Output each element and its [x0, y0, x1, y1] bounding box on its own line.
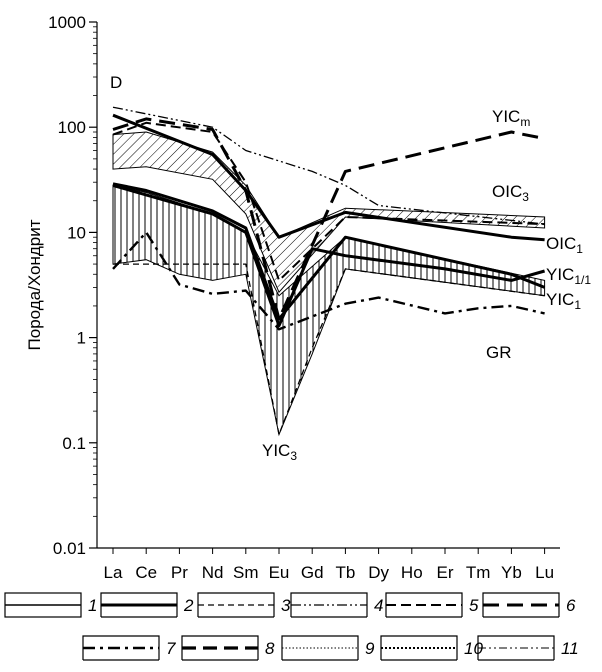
series-label-oic3: OIC3 — [492, 182, 529, 204]
series-line-dashed-upper — [112, 121, 545, 282]
legend-item-5: 5 — [385, 592, 479, 618]
x-tick-label: Dy — [368, 563, 389, 582]
legend-item-6: 6 — [482, 592, 576, 618]
x-tick-label: Tb — [335, 563, 355, 582]
series-label-yicm: YICm — [492, 107, 530, 129]
series-line-yic1 — [112, 182, 546, 321]
series-label-yic11: YIC1/1 — [546, 265, 591, 287]
series-line-gr — [112, 231, 545, 331]
field-upper_hatched — [112, 131, 546, 294]
y-axis-title: Порода/Хондрит — [25, 219, 44, 350]
legend-number: 5 — [469, 596, 479, 615]
legend-item-3: 3 — [197, 592, 291, 618]
legend-number: 4 — [374, 596, 383, 615]
x-tick-label: Yb — [501, 563, 522, 582]
y-tick-label: 100 — [58, 118, 86, 137]
x-tick-label: Eu — [269, 563, 290, 582]
legend-item-2: 2 — [100, 592, 194, 618]
series-layer — [112, 106, 546, 436]
series-line-oic1 — [112, 113, 545, 242]
x-tick-label: Nd — [202, 563, 224, 582]
x-tick-label: Sm — [233, 563, 259, 582]
legend-number: 1 — [88, 596, 97, 615]
legend-number: 9 — [365, 639, 375, 658]
series-label-yic1: YIC1 — [546, 290, 581, 312]
legend-item-4: 4 — [290, 592, 383, 618]
legend-item-8: 8 — [181, 635, 275, 661]
legend-item-10: 10 — [380, 635, 483, 661]
series-line-yic1-1 — [112, 183, 546, 328]
x-tick-label: Lu — [535, 563, 554, 582]
series-label-yic3: YIC3 — [262, 441, 297, 463]
legend-number: 8 — [265, 639, 275, 658]
legend: 1 2 3 4 5 6 7 8 9 10 11 — [4, 592, 579, 661]
axes-layer: 0.01 0.1 1 10 100 1000 La Ce Pr Nd Sm Eu Gd Tb Dy Ho Er T… — [25, 13, 560, 582]
series-line-yicm — [112, 117, 545, 321]
y-tick-label: 0.01 — [53, 539, 86, 558]
x-tick-label: Ho — [401, 563, 423, 582]
y-tick-label: 1 — [77, 329, 86, 348]
x-tick-label: Gd — [301, 563, 324, 582]
series-labels-layer: D YICm OIC3 OIC1 YIC1/1 YIC1 GR YIC3 — [110, 73, 591, 463]
legend-item-9: 9 — [281, 635, 375, 661]
series-label-gr: GR — [486, 343, 512, 362]
legend-item-11: 11 — [477, 635, 579, 661]
panel-label: D — [110, 73, 122, 92]
legend-item-1: 1 — [4, 592, 97, 618]
legend-number: 6 — [566, 596, 576, 615]
legend-number: 7 — [166, 639, 176, 658]
y-tick-label: 1000 — [48, 13, 86, 32]
x-tick-label: La — [104, 563, 123, 582]
x-tick-label: Tm — [466, 563, 491, 582]
series-line-yic3 — [113, 263, 545, 436]
y-tick-label: 0.1 — [62, 434, 86, 453]
x-tick-label: Pr — [171, 563, 188, 582]
series-line-oic3 — [112, 106, 545, 225]
x-tick-label: Ce — [135, 563, 157, 582]
legend-item-7: 7 — [82, 635, 176, 661]
y-tick-label: 10 — [67, 223, 86, 242]
x-tick-label: Er — [437, 563, 454, 582]
series-label-oic1: OIC1 — [546, 234, 583, 256]
legend-number: 3 — [281, 596, 291, 615]
legend-number: 2 — [183, 596, 194, 615]
legend-number: 11 — [561, 639, 579, 658]
